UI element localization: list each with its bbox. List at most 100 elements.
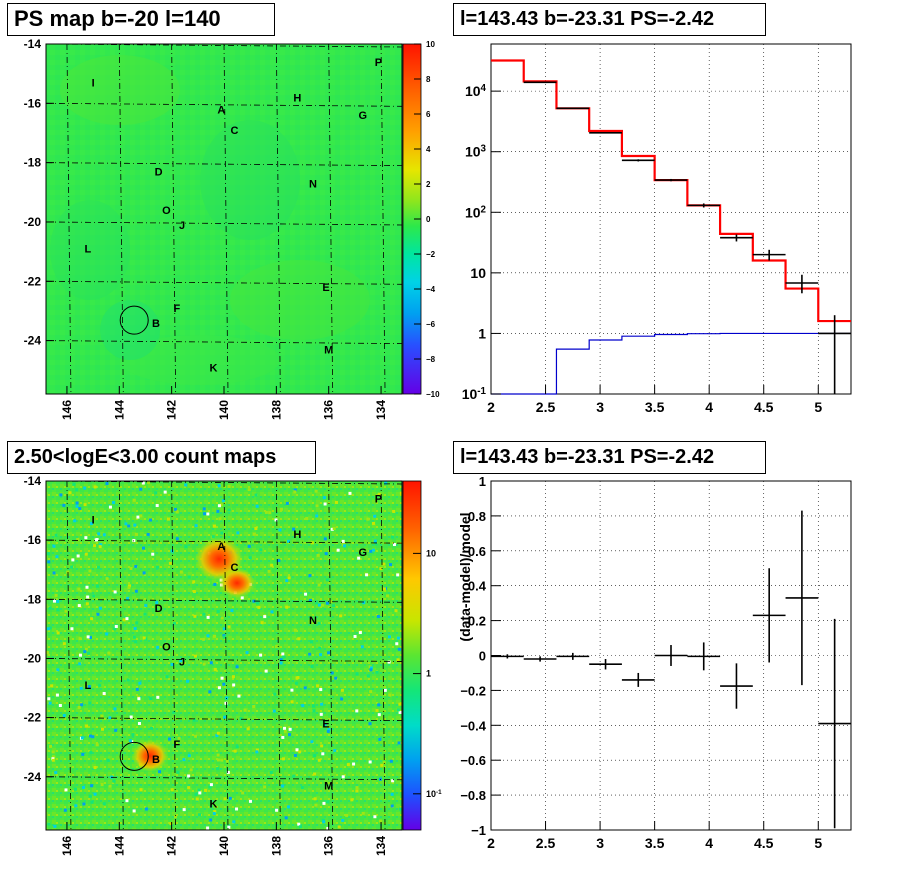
source-label-n: N [309, 178, 317, 190]
source-label-f: F [174, 739, 181, 751]
source-label-h: H [293, 529, 301, 541]
x-tick-label: 136 [322, 836, 336, 856]
x-tick-label: 142 [165, 400, 179, 420]
grid-meridian [223, 480, 229, 831]
source-label-l: L [85, 244, 92, 256]
x-tick-label: 5 [814, 399, 822, 415]
y-tick-label: 10-1 [462, 386, 487, 403]
grid-parallel [45, 280, 403, 285]
grid-parallel [45, 221, 403, 226]
grid-meridian [171, 480, 177, 831]
grid-meridian [66, 480, 72, 831]
grid-meridian [223, 43, 229, 395]
colorbar-tick-label: 8 [426, 75, 431, 84]
y-tick-label: 102 [465, 204, 487, 221]
colorbar-tick-label: 10 [426, 548, 436, 558]
y-tick-label: −0.8 [460, 788, 486, 803]
x-tick-label: 4.5 [754, 835, 774, 851]
source-label-c: C [230, 562, 238, 574]
count-map-plot: 146 144 142 140 138 136 134 -14 -16 -18 -20 -22 -24… [24, 474, 442, 856]
x-tick-label: 140 [217, 836, 231, 856]
grid-parallel [45, 598, 403, 603]
x-tick-label: 3 [596, 835, 604, 851]
y-tick-label: −0.4 [460, 718, 486, 733]
ps-map-plot: 146 144 142 140 138 136 134 -14 -16 -18 -20 -22 -24… [24, 37, 440, 420]
source-label-m: M [324, 345, 333, 357]
x-tick-label: 146 [60, 400, 74, 420]
y-tick-label: -20 [24, 215, 42, 229]
x-tick-label: 138 [269, 836, 283, 856]
source-label-d: D [155, 167, 163, 179]
grid-meridian [275, 43, 281, 395]
source-blob-c [219, 568, 255, 598]
residual-grid [490, 480, 851, 831]
source-label-o: O [162, 642, 171, 654]
ps-map-y-ticks: -14 -16 -18 -20 -22 -24 [24, 37, 54, 348]
spectrum-data-points [523, 81, 851, 394]
spectrum-x-ticks: 2 2.5 3 3.5 4 4.5 5 [487, 385, 822, 415]
grid-meridian [118, 43, 124, 395]
x-tick-label: 3.5 [645, 399, 665, 415]
y-tick-label: -22 [24, 274, 42, 288]
x-tick-label: 4 [705, 399, 713, 415]
y-tick-label: -14 [24, 37, 42, 51]
spectrum-frame [490, 43, 852, 395]
source-label-g: G [358, 110, 367, 122]
ps-map-title: PS map b=-20 l=140 [7, 3, 275, 36]
grid-meridian [171, 43, 177, 395]
ps-colorbar-ticks: 10 8 6 4 2 0 −2 −4 −6 −8 −10 [414, 40, 440, 399]
x-tick-label: 4 [705, 835, 713, 851]
grid-parallel [45, 102, 403, 107]
source-label-i: I [92, 78, 95, 90]
x-tick-label: 140 [217, 400, 231, 420]
residual-x-ticks: 2 2.5 3 3.5 4 4.5 5 [487, 821, 822, 851]
x-tick-label: 2 [487, 835, 495, 851]
grid-parallel [45, 162, 403, 167]
x-tick-label: 2 [487, 399, 495, 415]
y-tick-label: -22 [24, 711, 42, 725]
source-label-a: A [217, 104, 225, 116]
colorbar-tick-label: −2 [426, 250, 436, 259]
source-label-j: J [179, 220, 185, 232]
residual-y-axis-label: (data-model)/model [457, 512, 473, 641]
y-tick-label: 0.4 [468, 579, 487, 594]
y-tick-label: 0.8 [468, 509, 486, 524]
grid-parallel [45, 717, 403, 722]
x-tick-label: 134 [374, 400, 388, 420]
grid-meridian [118, 480, 124, 831]
x-tick-label: 144 [112, 400, 126, 420]
grid-meridian [66, 43, 72, 395]
count-map-sources: P I H G AC D N OJ L E F B M K [85, 494, 383, 811]
y-tick-label: -18 [24, 156, 42, 170]
residual-data-points [491, 510, 851, 829]
count-map-grid [45, 480, 403, 831]
x-tick-label: 134 [374, 836, 388, 856]
grid-parallel [45, 776, 403, 781]
source-label-e: E [322, 282, 329, 294]
count-map-title: 2.50<logE<3.00 count maps [7, 441, 316, 474]
spectrum-title: l=143.43 b=-23.31 PS=-2.42 [453, 3, 766, 36]
colorbar-tick-label: −6 [426, 320, 436, 329]
grid-parallel [45, 340, 403, 345]
colorbar-tick-label: 4 [426, 145, 431, 154]
colorbar-tick-label: 1 [426, 669, 431, 679]
x-tick-label: 146 [60, 836, 74, 856]
grid-meridian [380, 480, 386, 831]
x-tick-label: 2.5 [536, 835, 556, 851]
y-tick-label: 1 [479, 474, 486, 489]
source-label-j: J [179, 656, 185, 668]
spectrum-y-ticks: 10-1 1 10 102 103 104 [462, 83, 501, 402]
count-map-texture [46, 481, 402, 830]
source-label-p: P [375, 494, 382, 506]
source-label-l: L [85, 680, 92, 692]
y-tick-label: 0 [479, 649, 486, 664]
colorbar-tick-label: 10-1 [426, 788, 442, 799]
x-tick-label: 138 [269, 400, 283, 420]
x-tick-label: 144 [112, 836, 126, 856]
highlight-circle [119, 741, 149, 771]
y-tick-label: -18 [24, 592, 42, 606]
y-tick-label: -14 [24, 474, 42, 488]
x-tick-label: 5 [814, 835, 822, 851]
y-tick-label: 10 [470, 265, 486, 281]
